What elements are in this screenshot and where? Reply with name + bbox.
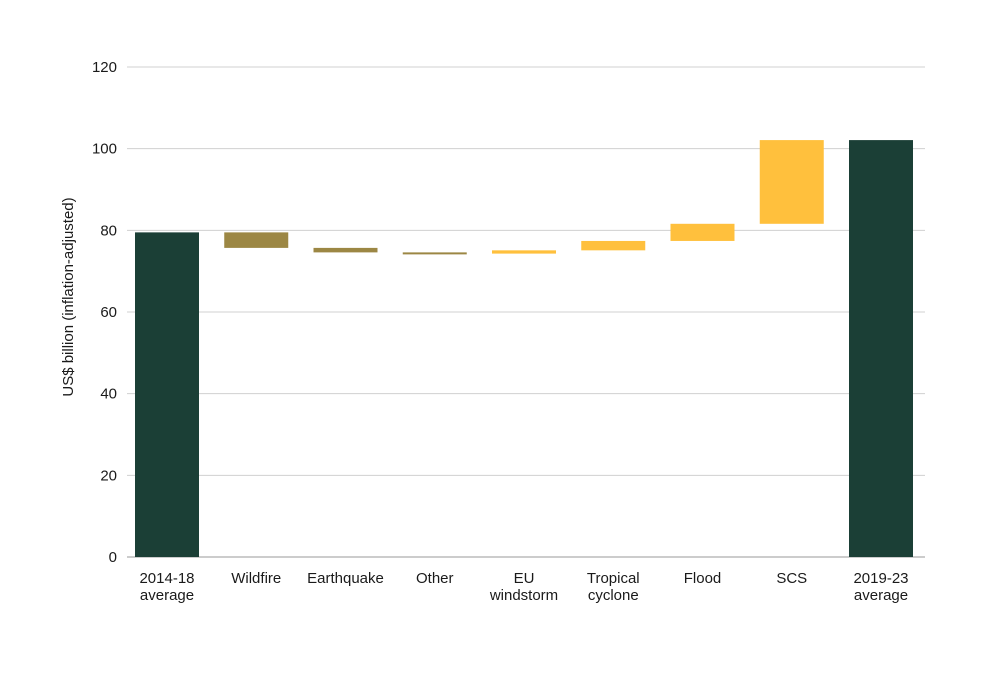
y-tick-label-100: 100 (92, 141, 117, 158)
x-category-label: windstorm (489, 587, 558, 604)
x-category-label: 2014-18 (139, 570, 194, 587)
x-category-label: Tropical (587, 570, 640, 587)
x-category-label: Earthquake (307, 570, 384, 587)
x-category-label: Other (416, 570, 454, 587)
x-category-label: Flood (684, 570, 722, 587)
bar-tropical-cyclone (581, 240, 646, 251)
x-category-label: average (140, 587, 194, 604)
gridlines (127, 66, 925, 558)
bar-flood (670, 223, 735, 241)
bars (135, 140, 913, 557)
x-category-label: cyclone (588, 587, 639, 604)
bar-eu-windstorm (492, 250, 556, 254)
y-tick-label-120: 120 (92, 59, 117, 76)
bar-2014-18-average (135, 232, 199, 557)
x-category-label: Wildfire (231, 570, 281, 587)
y-tick-label-20: 20 (100, 467, 117, 484)
y-tick-label-60: 60 (100, 304, 117, 321)
x-category-label: EU (514, 570, 535, 587)
y-tick-label-0: 0 (109, 549, 117, 566)
y-axis-ticks: 0 20 40 60 80 100 120 (92, 59, 117, 566)
bar-wildfire (224, 232, 289, 248)
bar-earthquake (313, 247, 378, 253)
bar-scs (759, 140, 824, 224)
x-category-label: 2019-23 (853, 570, 908, 587)
bar-other (402, 252, 467, 255)
x-category-label: SCS (776, 570, 807, 587)
y-axis-title: US$ billion (inflation-adjusted) (60, 197, 77, 396)
bar-2019-23-average (849, 140, 913, 557)
y-tick-label-40: 40 (100, 386, 117, 403)
x-category-label: average (854, 587, 908, 604)
y-tick-label-80: 80 (100, 222, 117, 239)
